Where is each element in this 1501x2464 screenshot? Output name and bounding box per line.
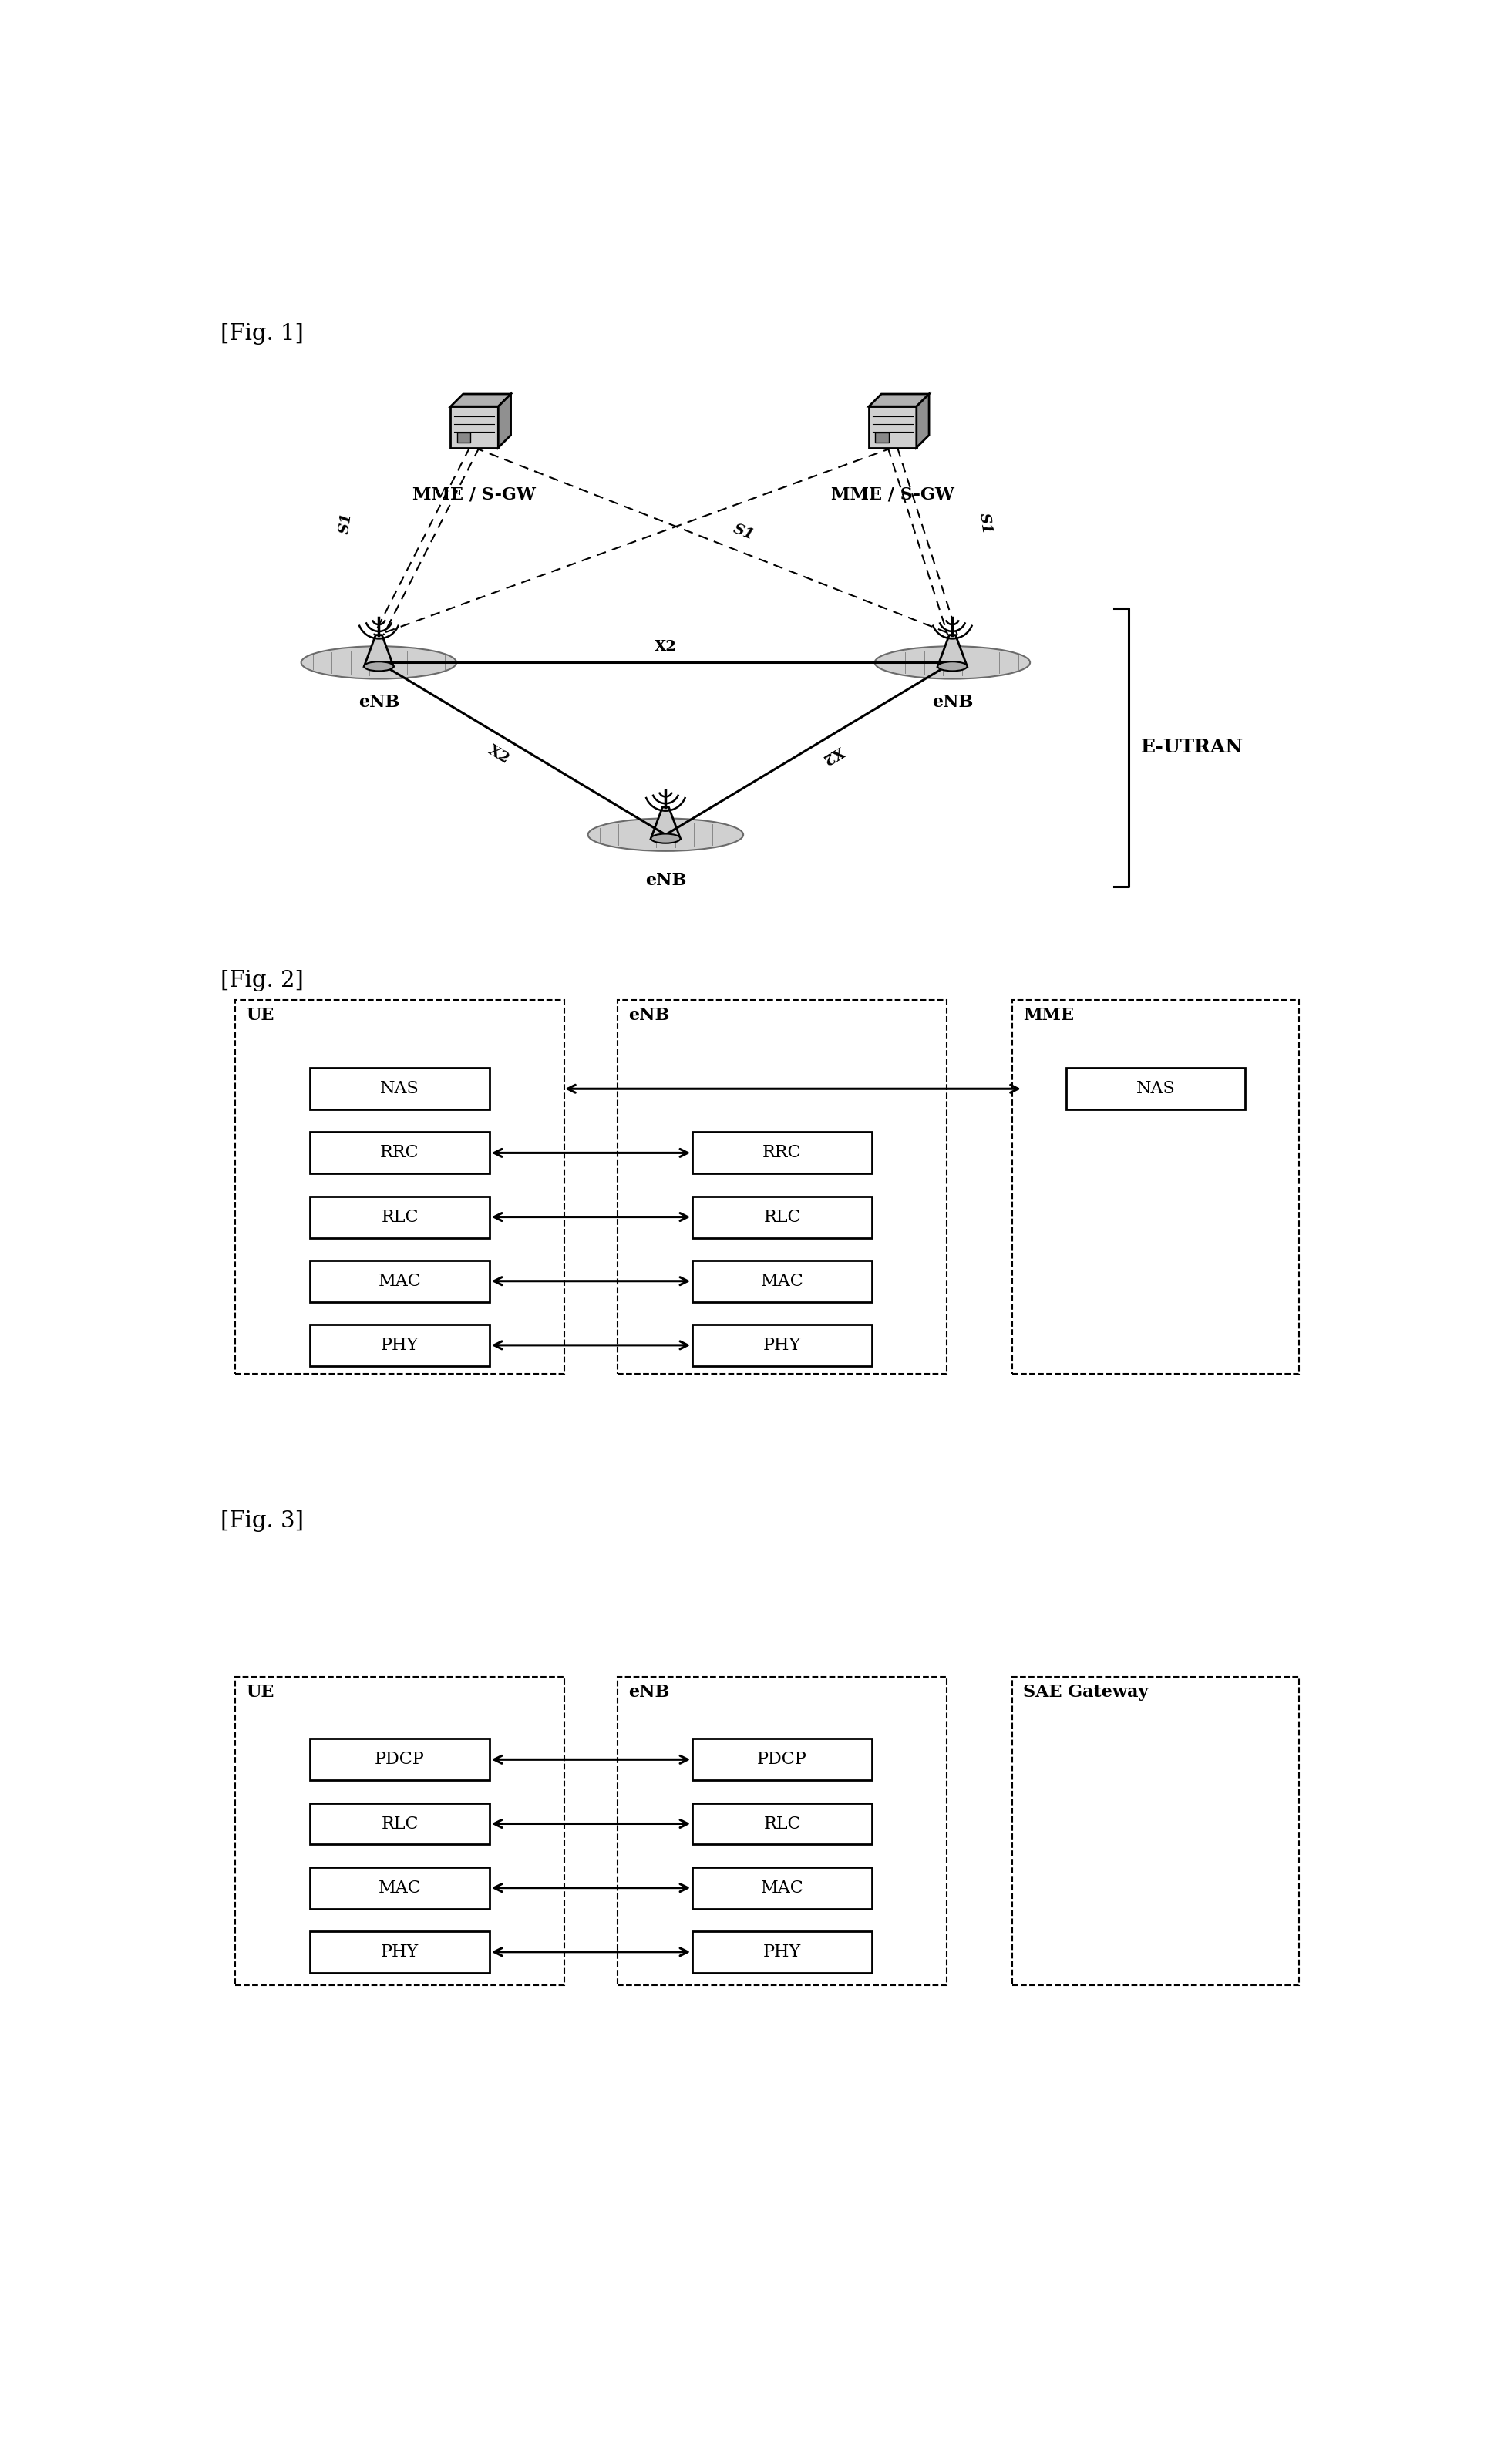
Text: MAC: MAC (761, 1271, 803, 1289)
FancyBboxPatch shape (236, 1676, 564, 1986)
FancyBboxPatch shape (692, 1804, 872, 1846)
Text: S1: S1 (977, 513, 994, 535)
FancyBboxPatch shape (311, 1932, 489, 1974)
Text: SAE Gateway: SAE Gateway (1022, 1683, 1148, 1700)
Text: [Fig. 2]: [Fig. 2] (221, 971, 303, 991)
Text: PHY: PHY (763, 1338, 802, 1353)
FancyBboxPatch shape (1066, 1067, 1246, 1109)
Text: MAC: MAC (761, 1880, 803, 1897)
Polygon shape (869, 407, 917, 448)
Text: UE: UE (246, 1008, 275, 1025)
Text: MME / S-GW: MME / S-GW (832, 485, 955, 503)
Polygon shape (365, 636, 393, 665)
Text: E-UTRAN: E-UTRAN (1141, 739, 1243, 756)
Text: MAC: MAC (378, 1271, 422, 1289)
Text: RLC: RLC (381, 1816, 419, 1833)
Text: MAC: MAC (378, 1880, 422, 1897)
FancyBboxPatch shape (311, 1868, 489, 1910)
FancyBboxPatch shape (618, 1676, 947, 1986)
FancyBboxPatch shape (311, 1262, 489, 1301)
FancyBboxPatch shape (692, 1131, 872, 1173)
Text: S1: S1 (338, 513, 354, 535)
FancyBboxPatch shape (311, 1067, 489, 1109)
Polygon shape (498, 394, 510, 448)
FancyBboxPatch shape (311, 1131, 489, 1173)
Text: eNB: eNB (932, 695, 973, 712)
FancyBboxPatch shape (692, 1868, 872, 1910)
FancyBboxPatch shape (1012, 1000, 1298, 1375)
FancyBboxPatch shape (692, 1262, 872, 1301)
Polygon shape (938, 636, 967, 665)
FancyBboxPatch shape (875, 434, 889, 444)
Text: [Fig. 3]: [Fig. 3] (221, 1510, 303, 1533)
Polygon shape (869, 394, 929, 407)
Text: PHY: PHY (763, 1944, 802, 1961)
Ellipse shape (938, 663, 967, 670)
Ellipse shape (302, 646, 456, 680)
FancyBboxPatch shape (311, 1804, 489, 1846)
Ellipse shape (365, 663, 393, 670)
Text: PDCP: PDCP (375, 1752, 425, 1769)
FancyBboxPatch shape (1012, 1676, 1298, 1986)
Ellipse shape (588, 818, 743, 850)
Text: MME: MME (1022, 1008, 1073, 1025)
Text: UE: UE (246, 1683, 275, 1700)
Text: NAS: NAS (1136, 1079, 1175, 1096)
Text: PDCP: PDCP (757, 1752, 808, 1769)
Text: X2: X2 (820, 742, 847, 766)
Text: eNB: eNB (629, 1683, 669, 1700)
FancyBboxPatch shape (236, 1000, 564, 1375)
Polygon shape (917, 394, 929, 448)
Text: X2: X2 (654, 641, 677, 653)
FancyBboxPatch shape (692, 1740, 872, 1781)
Text: X2: X2 (485, 742, 512, 766)
Text: S1: S1 (731, 522, 757, 542)
FancyBboxPatch shape (311, 1195, 489, 1237)
Ellipse shape (875, 646, 1030, 680)
FancyBboxPatch shape (692, 1326, 872, 1365)
FancyBboxPatch shape (618, 1000, 947, 1375)
Text: RRC: RRC (380, 1143, 419, 1161)
Text: RRC: RRC (763, 1143, 802, 1161)
Text: eNB: eNB (645, 872, 686, 890)
Text: PHY: PHY (381, 1944, 419, 1961)
Text: eNB: eNB (359, 695, 399, 712)
FancyBboxPatch shape (456, 434, 471, 444)
Polygon shape (450, 407, 498, 448)
FancyBboxPatch shape (692, 1195, 872, 1237)
Text: RLC: RLC (764, 1207, 802, 1225)
FancyBboxPatch shape (311, 1326, 489, 1365)
Ellipse shape (651, 833, 680, 843)
Text: NAS: NAS (380, 1079, 419, 1096)
Polygon shape (651, 808, 680, 838)
FancyBboxPatch shape (692, 1932, 872, 1974)
Text: PHY: PHY (381, 1338, 419, 1353)
Text: MME / S-GW: MME / S-GW (413, 485, 536, 503)
Polygon shape (450, 394, 510, 407)
Text: [Fig. 1]: [Fig. 1] (221, 323, 303, 345)
FancyBboxPatch shape (311, 1740, 489, 1781)
Text: eNB: eNB (629, 1008, 669, 1025)
Text: RLC: RLC (381, 1207, 419, 1225)
Text: RLC: RLC (764, 1816, 802, 1833)
